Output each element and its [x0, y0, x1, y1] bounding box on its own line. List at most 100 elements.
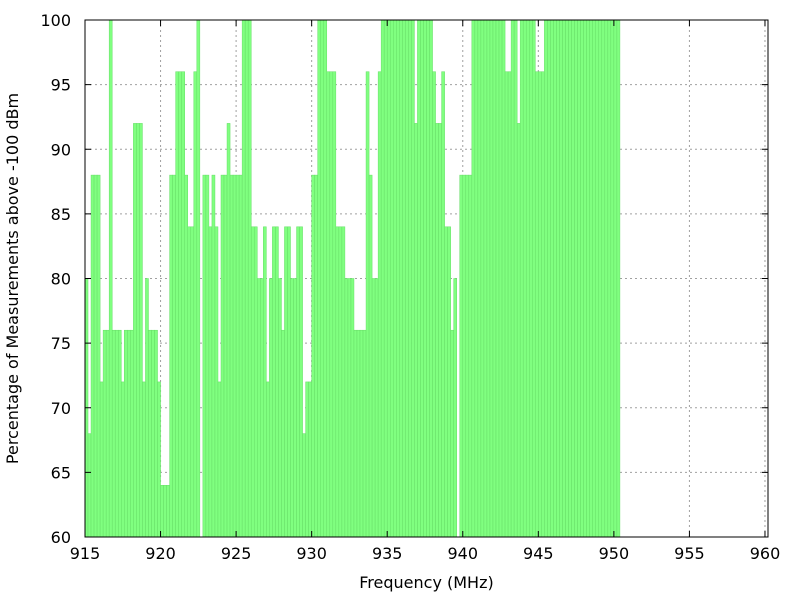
- x-tick-label: 920: [145, 544, 176, 563]
- bar: [124, 329, 128, 538]
- bar: [275, 226, 279, 538]
- bar: [269, 278, 273, 538]
- bar: [181, 71, 185, 538]
- bar: [535, 71, 539, 538]
- x-tick-label: 940: [447, 544, 478, 563]
- bar: [96, 174, 101, 538]
- bar: [504, 71, 509, 538]
- bar: [556, 19, 560, 538]
- bar: [299, 226, 303, 538]
- bar: [193, 71, 198, 538]
- bar: [510, 19, 515, 538]
- bar: [580, 19, 584, 538]
- bar: [232, 174, 237, 538]
- bar: [184, 174, 189, 538]
- bar: [441, 71, 445, 538]
- bar: [205, 174, 210, 538]
- bar: [317, 19, 321, 538]
- y-tick-label: 65: [51, 463, 71, 482]
- bar: [386, 19, 391, 538]
- bar: [468, 174, 473, 538]
- bar: [344, 278, 349, 538]
- bar: [429, 19, 433, 538]
- bar: [553, 19, 557, 538]
- y-tick-label: 85: [51, 205, 71, 224]
- bar: [105, 329, 110, 538]
- bar: [513, 19, 518, 538]
- bar: [127, 329, 131, 538]
- bar: [574, 19, 578, 538]
- bar: [562, 19, 566, 538]
- bar: [117, 329, 122, 538]
- y-tick-label: 100: [40, 11, 71, 30]
- bar: [474, 19, 479, 538]
- y-tick-labels: 60 65 70 75 80 85 90 95 100: [40, 11, 71, 547]
- bar: [214, 226, 219, 538]
- axis-ticks: [84, 19, 768, 538]
- bar: [244, 19, 249, 538]
- bar: [444, 226, 448, 538]
- bar: [220, 174, 225, 538]
- bar: [583, 19, 587, 538]
- bar: [329, 71, 334, 538]
- bar: [453, 278, 457, 538]
- bar: [293, 278, 297, 538]
- bar: [190, 226, 195, 538]
- bar: [586, 19, 590, 538]
- y-tick-label: 60: [51, 528, 71, 547]
- bar: [547, 19, 551, 538]
- bar: [229, 174, 234, 538]
- bar: [226, 123, 231, 538]
- bar: [196, 19, 201, 538]
- bar: [311, 174, 315, 538]
- bar: [238, 174, 243, 538]
- bar: [541, 71, 545, 538]
- x-axis-label: Frequency (MHz): [359, 573, 493, 592]
- y-axis-label: Percentage of Measurements above -100 dB…: [3, 93, 22, 464]
- bar: [480, 19, 485, 538]
- y-tick-label: 90: [51, 140, 71, 159]
- bar: [154, 329, 158, 538]
- bar: [111, 329, 116, 538]
- bar: [507, 71, 512, 538]
- x-tick-labels: 915 920 925 930 935 940 945 950 955 960: [70, 544, 781, 563]
- bar: [532, 19, 536, 538]
- bar: [314, 174, 318, 538]
- bar: [477, 19, 482, 538]
- bar: [571, 19, 575, 538]
- bar: [447, 226, 451, 538]
- bar: [438, 123, 442, 538]
- bar: [577, 19, 581, 538]
- bar: [601, 19, 606, 538]
- bar: [187, 226, 192, 538]
- bar: [278, 278, 282, 538]
- bar: [247, 19, 252, 538]
- bar: [607, 19, 612, 538]
- x-tick-label: 955: [674, 544, 705, 563]
- bar: [519, 19, 524, 538]
- bar: [157, 381, 161, 538]
- bar: [253, 226, 258, 538]
- bar: [432, 71, 436, 538]
- bar: [420, 19, 424, 538]
- bar: [450, 329, 454, 538]
- bar: [465, 174, 470, 538]
- bar: [235, 174, 240, 538]
- bar: [121, 381, 125, 538]
- bar: [341, 226, 346, 538]
- bar: [332, 71, 337, 538]
- bar: [522, 19, 527, 538]
- bar: [501, 19, 506, 538]
- bar: [353, 329, 358, 538]
- y-tick-label: 80: [51, 270, 71, 289]
- bar: [90, 174, 95, 538]
- bar: [172, 174, 176, 538]
- bar: [166, 485, 170, 538]
- bar: [377, 71, 382, 538]
- bar: [350, 278, 355, 538]
- bar: [486, 19, 491, 538]
- bar: [396, 19, 400, 538]
- bar: [359, 329, 364, 538]
- bar: [529, 19, 533, 538]
